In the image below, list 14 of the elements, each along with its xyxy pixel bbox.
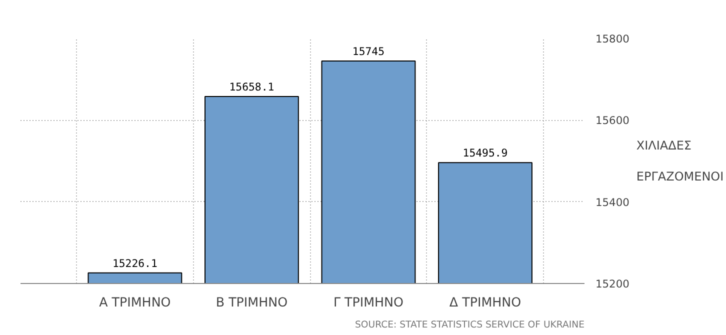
x-tick-label: Δ ΤΡΙΜΗΝΟ xyxy=(449,294,522,310)
data-label: 15745 xyxy=(352,44,385,58)
y-tick-label: 15600 xyxy=(596,114,630,128)
x-tick-label: Β ΤΡΙΜΗΝΟ xyxy=(216,294,288,310)
x-tick-label: Γ ΤΡΙΜΗΝΟ xyxy=(333,294,404,310)
source-note: SOURCE: STATE STATISTICS SERVICE OF UKRAINE xyxy=(354,320,585,330)
y-tick-label: 15400 xyxy=(596,196,630,209)
data-label: 15226.1 xyxy=(112,256,158,270)
x-tick-label: Α ΤΡΙΜΗΝΟ xyxy=(99,294,171,310)
data-label: 15495.9 xyxy=(462,146,508,160)
y-tick-label: 15800 xyxy=(596,32,630,46)
text: ΧΙΛΙΑΔΕΣ ΕΡΓΑΖΟΜΕΝΟΙ xyxy=(636,138,724,184)
data-label: 15658.1 xyxy=(229,80,274,94)
y-tick-label: 15200 xyxy=(596,278,630,290)
